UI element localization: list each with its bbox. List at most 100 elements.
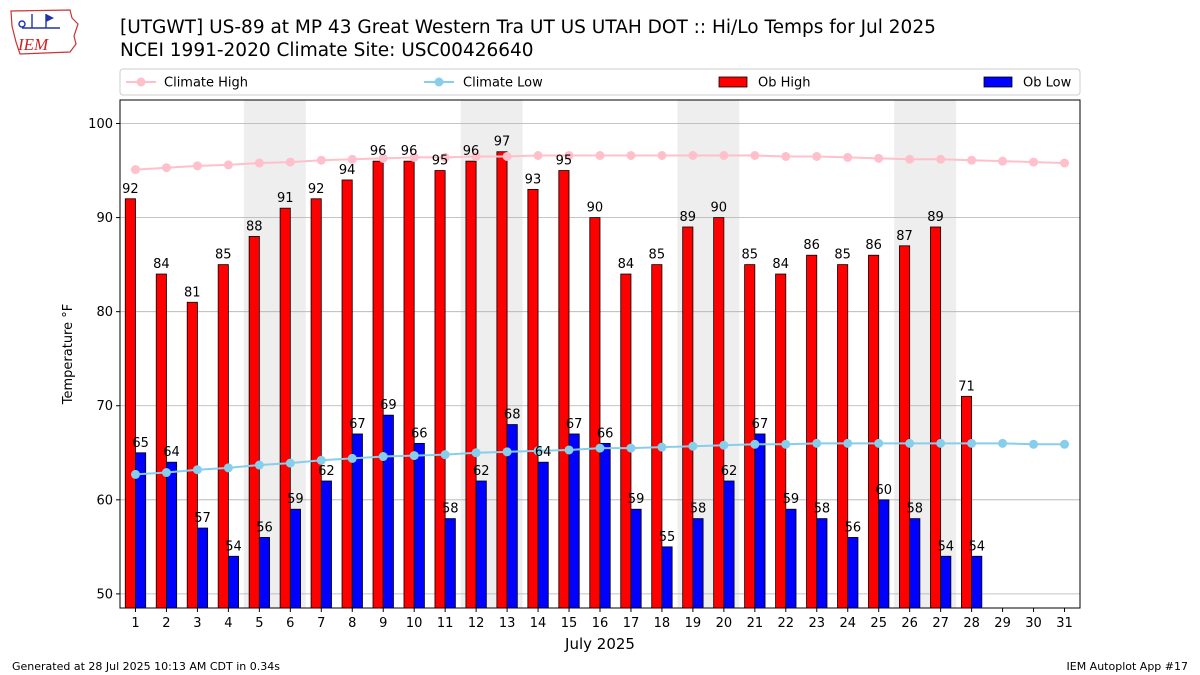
ob-high-label-day-5: 88 (246, 219, 263, 234)
climate-low-point-day-11 (440, 450, 450, 460)
ob-high-label-day-4: 85 (215, 248, 232, 263)
ob-low-bar-day-7 (320, 480, 332, 609)
y-tick-label-80: 80 (96, 305, 113, 320)
ob-low-bar-day-5 (258, 537, 270, 609)
ob-low-label-day-26: 58 (907, 502, 924, 517)
ob-high-bar-day-28 (960, 395, 973, 609)
y-tick-label-90: 90 (96, 211, 113, 226)
ob-high-bar-day-15 (558, 170, 570, 609)
climate-high-point-day-23 (812, 151, 822, 161)
ob-low-label-day-25: 60 (876, 483, 893, 498)
ob-low-bar-day-16 (599, 442, 611, 609)
climate-high-point-day-5 (254, 158, 264, 168)
climate-high-point-day-19 (688, 151, 698, 161)
y-tick-label-60: 60 (96, 493, 113, 508)
ob-low-label-day-27: 54 (937, 539, 954, 554)
ob-low-bar-day-19 (692, 518, 704, 609)
climate-low-point-day-3 (192, 465, 202, 475)
ob-high-label-day-20: 90 (710, 201, 727, 216)
climate-low-point-day-14 (533, 446, 543, 456)
climate-low-point-day-21 (750, 439, 760, 449)
ob-high-bar-day-14 (527, 188, 539, 609)
ob-high-bar-day-10 (403, 160, 415, 609)
ob-low-label-day-1: 65 (132, 436, 149, 451)
x-tick-label-21: 21 (747, 616, 764, 631)
x-tick-label-19: 19 (685, 616, 702, 631)
ob-low-label-day-28: 54 (968, 539, 985, 554)
legend-marker-climate-low (434, 77, 444, 87)
ob-high-label-day-2: 84 (153, 257, 170, 272)
bars (124, 151, 983, 609)
climate-low-point-day-7 (316, 455, 326, 465)
ob-low-label-day-3: 57 (194, 511, 211, 526)
x-tick-label-23: 23 (809, 616, 826, 631)
ob-high-bar-day-24 (837, 264, 849, 609)
climate-high-point-day-15 (564, 151, 574, 161)
ob-high-bar-day-23 (806, 254, 818, 609)
x-tick-label-16: 16 (592, 616, 609, 631)
ob-high-bar-day-12 (465, 160, 477, 609)
climate-low-point-day-18 (657, 442, 667, 452)
ob-low-bar-day-18 (661, 546, 673, 609)
x-tick-label-4: 4 (224, 616, 232, 631)
y-tick-label-70: 70 (96, 399, 113, 414)
climate-high-point-day-9 (378, 153, 388, 163)
x-tick-label-5: 5 (255, 616, 263, 631)
climate-low-point-day-26 (905, 438, 915, 448)
x-tick-label-17: 17 (623, 616, 640, 631)
ob-low-bar-day-23 (816, 518, 828, 609)
ob-low-label-day-22: 59 (783, 492, 800, 507)
ob-low-label-day-11: 58 (442, 502, 459, 517)
ob-low-label-day-17: 59 (628, 492, 645, 507)
x-tick-label-1: 1 (131, 616, 139, 631)
ob-low-label-day-13: 68 (504, 408, 521, 423)
x-tick-label-15: 15 (561, 616, 578, 631)
x-tick-label-30: 30 (1025, 616, 1042, 631)
ob-high-bar-day-26 (899, 245, 911, 609)
x-tick-label-12: 12 (468, 616, 485, 631)
ob-low-bar-day-10 (413, 442, 425, 609)
ob-high-bar-day-16 (589, 217, 601, 609)
ob-high-label-day-10: 96 (401, 144, 418, 159)
ob-high-label-day-28: 71 (958, 379, 975, 394)
climate-low-point-day-25 (874, 438, 884, 448)
legend-label-climate-low: Climate Low (463, 76, 543, 91)
ob-high-bar-day-1 (124, 198, 136, 609)
app-identifier: IEM Autoplot App #17 (1066, 660, 1189, 673)
ob-low-bar-day-12 (475, 480, 487, 609)
x-tick-label-2: 2 (162, 616, 170, 631)
ob-low-bar-day-27 (940, 555, 952, 609)
legend-marker-climate-high (136, 77, 146, 87)
ob-low-bar-day-15 (568, 433, 580, 609)
ob-low-bar-day-25 (878, 499, 890, 609)
climate-low-point-day-10 (409, 451, 419, 461)
x-tick-label-26: 26 (901, 616, 918, 631)
climate-high-point-day-4 (223, 160, 233, 170)
climate-low-point-day-29 (998, 438, 1008, 448)
ob-high-label-day-9: 96 (370, 144, 387, 159)
climate-high-point-day-1 (130, 165, 140, 175)
chart-subtitle: NCEI 1991-2020 Climate Site: USC00426640 (120, 40, 534, 61)
ob-low-label-day-14: 64 (535, 445, 552, 460)
climate-high-point-day-22 (781, 151, 791, 161)
ob-high-label-day-3: 81 (184, 285, 201, 300)
ob-high-label-day-25: 86 (865, 238, 882, 253)
climate-low-point-day-23 (812, 438, 822, 448)
ob-high-label-day-26: 87 (896, 229, 913, 244)
climate-high-point-day-16 (595, 151, 605, 161)
x-axis-label: July 2025 (564, 635, 635, 653)
x-tick-label-3: 3 (193, 616, 201, 631)
climate-low-point-day-30 (1029, 439, 1039, 449)
ob-low-bar-day-11 (444, 518, 456, 609)
ob-low-bar-day-22 (785, 508, 797, 609)
ob-low-bar-day-3 (197, 527, 209, 609)
ob-high-label-day-19: 89 (680, 210, 697, 225)
climate-low-point-day-28 (967, 438, 977, 448)
legend-swatch-ob-high (718, 76, 748, 88)
chart-title: [UTGWT] US-89 at MP 43 Great Western Tra… (120, 17, 936, 38)
climate-low-point-day-15 (564, 445, 574, 455)
climate-high-point-day-28 (967, 155, 977, 165)
x-tick-label-27: 27 (932, 616, 949, 631)
logo-text: IEM (17, 35, 49, 54)
x-tick-label-14: 14 (530, 616, 547, 631)
